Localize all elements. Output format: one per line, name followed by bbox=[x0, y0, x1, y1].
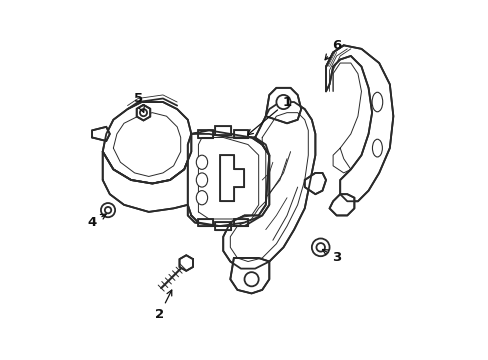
Circle shape bbox=[316, 243, 325, 252]
Polygon shape bbox=[198, 219, 212, 226]
Circle shape bbox=[311, 238, 329, 256]
Circle shape bbox=[140, 109, 147, 116]
Text: 3: 3 bbox=[322, 249, 341, 265]
Text: 1: 1 bbox=[247, 95, 291, 135]
Text: 6: 6 bbox=[325, 39, 341, 60]
Ellipse shape bbox=[371, 92, 382, 112]
Polygon shape bbox=[265, 88, 301, 123]
Polygon shape bbox=[230, 258, 269, 293]
Circle shape bbox=[276, 95, 290, 109]
Ellipse shape bbox=[196, 155, 207, 169]
Polygon shape bbox=[137, 105, 150, 121]
Polygon shape bbox=[102, 134, 269, 226]
Circle shape bbox=[244, 272, 258, 286]
Polygon shape bbox=[187, 130, 269, 226]
Text: 5: 5 bbox=[133, 92, 144, 112]
Circle shape bbox=[104, 207, 111, 213]
Polygon shape bbox=[329, 194, 354, 215]
Polygon shape bbox=[233, 130, 247, 138]
Polygon shape bbox=[219, 155, 244, 201]
Polygon shape bbox=[102, 102, 191, 184]
Polygon shape bbox=[325, 45, 392, 201]
Polygon shape bbox=[92, 127, 110, 141]
Ellipse shape bbox=[372, 139, 382, 157]
Polygon shape bbox=[223, 102, 315, 269]
Text: 4: 4 bbox=[87, 214, 106, 229]
Polygon shape bbox=[215, 126, 230, 135]
Polygon shape bbox=[304, 173, 325, 194]
Circle shape bbox=[101, 203, 115, 217]
Text: 2: 2 bbox=[155, 290, 171, 321]
Polygon shape bbox=[197, 130, 213, 138]
Ellipse shape bbox=[196, 191, 207, 205]
Polygon shape bbox=[215, 222, 230, 230]
Polygon shape bbox=[233, 219, 247, 226]
Polygon shape bbox=[179, 255, 193, 271]
Ellipse shape bbox=[196, 173, 207, 187]
